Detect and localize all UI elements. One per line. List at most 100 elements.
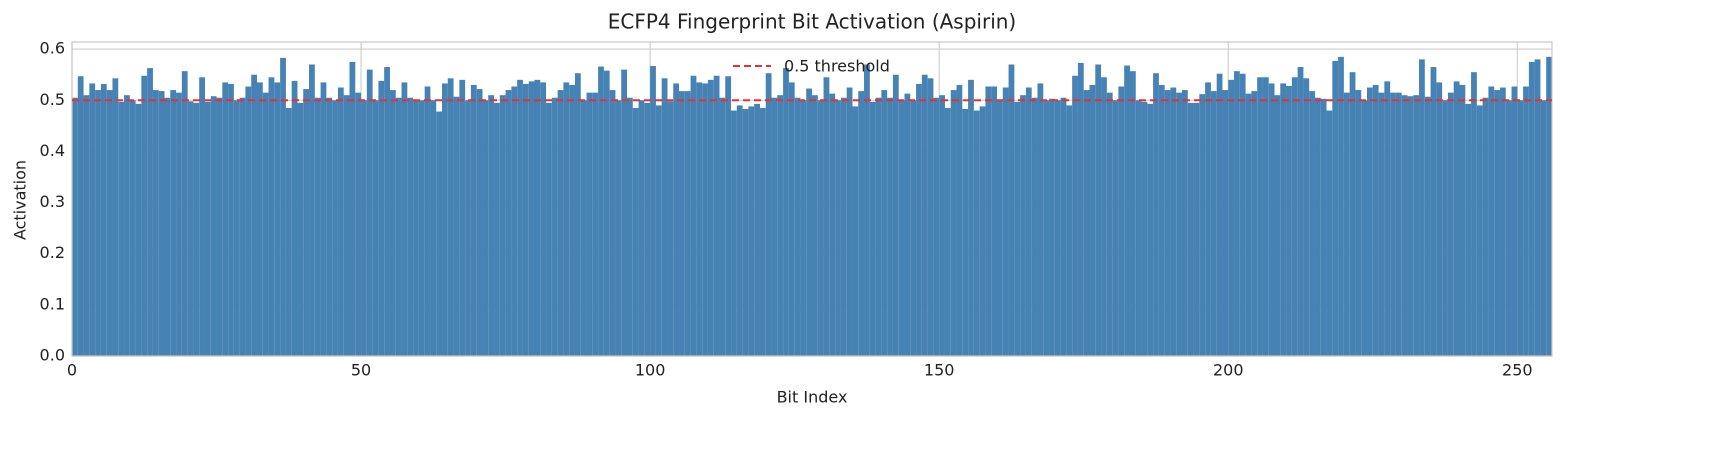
bar: [1505, 100, 1512, 356]
bar: [1523, 86, 1529, 356]
bar: [551, 97, 558, 356]
bar: [1343, 92, 1350, 356]
bar: [424, 86, 431, 356]
x-axis-label: Bit Index: [777, 388, 848, 407]
bar: [759, 107, 766, 356]
bar: [1124, 65, 1130, 356]
bar: [731, 110, 737, 356]
bar: [707, 79, 714, 356]
bar: [835, 100, 841, 356]
bar: [1257, 77, 1263, 356]
bar: [1182, 90, 1188, 356]
bar: [1447, 92, 1454, 356]
bar: [1546, 56, 1552, 356]
bar: [147, 68, 153, 356]
bar: [239, 97, 246, 356]
x-tick-label: 0: [67, 361, 77, 380]
bar: [124, 95, 130, 356]
x-tick-label: 250: [1502, 361, 1533, 380]
bar: [1303, 78, 1310, 356]
bar: [1407, 96, 1414, 356]
bar: [453, 96, 460, 356]
bar: [320, 82, 327, 356]
bar: [968, 79, 974, 356]
bar: [245, 86, 252, 356]
bar: [638, 100, 645, 356]
bar: [361, 100, 367, 356]
bar: [210, 96, 217, 356]
y-axis-label: Activation: [11, 160, 30, 240]
bar: [476, 89, 483, 356]
bar: [1095, 64, 1102, 356]
bar: [1187, 102, 1194, 356]
bar: [603, 70, 610, 356]
bar: [216, 97, 223, 356]
bar: [944, 107, 951, 356]
bar: [268, 77, 275, 356]
bar: [1210, 91, 1217, 356]
bar: [875, 97, 882, 356]
bar: [418, 100, 425, 356]
bar: [378, 80, 385, 356]
bar: [1106, 92, 1113, 356]
bar: [1453, 81, 1460, 356]
plot-frame: [71, 41, 1553, 357]
bar: [499, 95, 506, 356]
bar: [898, 100, 905, 356]
bar: [534, 79, 541, 356]
bar: [673, 83, 680, 356]
bars: [72, 56, 1552, 356]
bar: [1320, 98, 1327, 356]
bar: [1476, 105, 1483, 356]
bar: [794, 97, 801, 356]
bar: [1511, 86, 1518, 356]
bar: [650, 66, 656, 356]
bar: [135, 103, 142, 356]
bar: [1367, 87, 1373, 356]
bar: [100, 83, 107, 356]
bar: [193, 102, 200, 356]
bar: [1372, 84, 1379, 356]
bar: [661, 78, 668, 356]
bar: [546, 102, 552, 356]
bar: [817, 100, 824, 356]
bar: [1066, 105, 1073, 356]
bar: [1471, 72, 1477, 356]
bar: [1077, 62, 1084, 356]
bar: [540, 82, 547, 356]
bar: [881, 90, 888, 356]
bar: [609, 90, 616, 356]
bar: [176, 92, 182, 356]
bar: [592, 92, 599, 356]
bar: [309, 64, 315, 356]
bar: [1205, 82, 1211, 356]
bar: [1176, 92, 1182, 356]
bar: [204, 101, 211, 356]
bar: [395, 97, 402, 356]
bar: [765, 73, 772, 356]
bar: [482, 100, 489, 356]
y-tick-label: 0.3: [40, 192, 65, 211]
bar: [702, 83, 708, 356]
bar: [1286, 85, 1292, 356]
bar: [690, 75, 697, 356]
bar: [1488, 86, 1495, 356]
bar: [1037, 83, 1044, 356]
bar: [285, 107, 292, 356]
bar: [615, 100, 622, 356]
bar: [89, 83, 96, 356]
bar: [1239, 73, 1246, 356]
bar: [407, 97, 414, 356]
bar: [1332, 60, 1339, 356]
bar: [644, 102, 651, 356]
bar: [303, 89, 310, 356]
bar: [1494, 90, 1500, 356]
bar: [494, 102, 500, 356]
bar: [187, 101, 194, 356]
bar: [1054, 100, 1061, 356]
y-tick-label: 0.5: [40, 90, 65, 109]
y-tick-label: 0.0: [40, 346, 65, 365]
bar: [754, 103, 760, 356]
